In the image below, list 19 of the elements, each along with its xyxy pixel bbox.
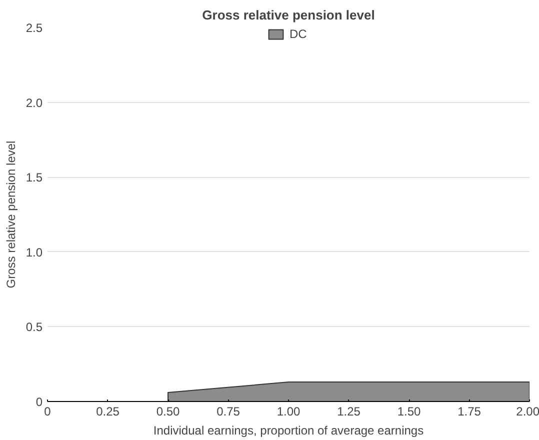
y-tick-label: 1.0 [26,245,43,260]
x-tick-label: 1.75 [458,404,482,418]
legend-label: DC [290,27,308,41]
y-axis-title: Gross relative pension level [4,140,18,288]
x-tick-label: 0 [44,404,52,418]
x-tick-label: 2.00 [516,404,539,418]
chart-title: Gross relative pension level [202,8,375,22]
x-tick-label: 1.00 [276,404,301,418]
y-tick-label: 1.5 [26,170,43,185]
x-tick-label: 0.25 [96,404,120,418]
y-tick-label: 2.5 [26,21,43,35]
y-tick-label: 0.5 [26,320,43,334]
y-tick-label: 2.0 [26,96,43,110]
x-tick-label: 1.50 [397,404,422,418]
y-tick-label: 0 [36,395,43,409]
x-tick-label: 0.75 [216,404,240,418]
x-tick-label: 0.50 [156,404,180,418]
x-tick-label: 1.25 [337,404,361,418]
x-axis-title: Individual earnings, proportion of average earnings [153,424,424,438]
